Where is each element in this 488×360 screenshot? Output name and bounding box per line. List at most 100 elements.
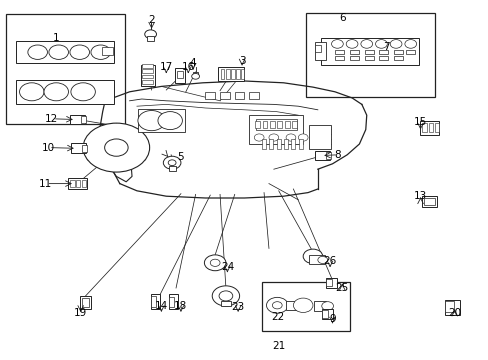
Bar [423,198,434,205]
Circle shape [298,134,307,141]
Bar [364,56,373,60]
Bar [81,116,85,123]
Bar [71,143,85,153]
Bar [325,279,331,286]
Circle shape [212,286,239,306]
Bar [444,300,459,315]
Bar [16,80,114,104]
Text: 14: 14 [154,301,168,311]
Bar [261,282,349,331]
Bar [262,139,265,149]
Circle shape [144,30,156,39]
Text: 7: 7 [382,42,389,52]
Text: 3: 3 [238,56,245,66]
Bar [218,67,243,81]
Circle shape [360,40,372,48]
Bar [322,310,327,318]
Bar [68,178,86,189]
Bar [325,278,336,288]
Circle shape [104,139,128,156]
Text: 17: 17 [159,62,173,72]
Bar [141,65,154,86]
Text: 20: 20 [447,308,460,318]
Bar [276,139,280,149]
Text: 8: 8 [333,150,340,160]
Circle shape [91,45,110,59]
Bar [205,92,215,99]
Circle shape [138,111,165,131]
Circle shape [375,40,386,48]
Bar [193,72,198,76]
Bar [393,50,402,54]
Bar [262,121,267,128]
Bar [220,301,231,306]
Bar [70,115,84,124]
Bar [349,50,358,54]
Bar [269,139,273,149]
Text: 5: 5 [177,152,184,162]
Bar [314,45,320,52]
Bar [81,180,86,187]
Circle shape [168,160,176,166]
Bar [176,71,183,78]
Circle shape [71,83,95,101]
Bar [102,47,113,55]
Bar [70,180,74,187]
Bar [277,121,282,128]
Bar [314,42,325,60]
Text: 23: 23 [231,302,244,312]
Bar [240,69,244,79]
Circle shape [83,123,149,172]
Circle shape [204,255,225,271]
Bar [314,301,326,311]
Text: 22: 22 [270,312,284,322]
Bar [81,298,89,307]
Bar [255,119,296,130]
Bar [305,13,434,97]
Bar [284,139,287,149]
Circle shape [254,134,264,141]
Circle shape [389,40,401,48]
Text: 11: 11 [38,179,52,189]
Circle shape [346,40,357,48]
Bar [142,69,153,73]
Circle shape [404,40,416,48]
Text: 19: 19 [74,308,87,318]
Bar [16,41,114,63]
Bar [230,69,234,79]
Circle shape [285,134,295,141]
Bar [270,121,275,128]
Bar [393,56,402,60]
Bar [234,92,244,99]
Bar [434,123,439,132]
Bar [291,139,295,149]
Bar [321,37,418,65]
Bar [322,309,332,319]
Bar [379,50,387,54]
Bar [168,294,178,309]
Circle shape [44,83,68,101]
Text: 1: 1 [53,33,60,43]
Bar [298,139,302,149]
Bar [220,69,224,79]
Bar [349,56,358,60]
Bar [291,121,296,128]
Bar [255,121,260,128]
Bar [421,196,436,207]
Text: 6: 6 [338,13,345,23]
Bar [80,296,91,309]
Bar [76,180,80,187]
Bar [422,123,426,132]
Text: 10: 10 [41,143,54,153]
Circle shape [163,156,181,169]
Bar [335,50,344,54]
Bar [174,68,185,83]
Circle shape [331,40,343,48]
Circle shape [268,134,278,141]
Bar [379,56,387,60]
Bar [150,294,160,309]
Bar [406,50,414,54]
Circle shape [191,73,199,79]
Text: 12: 12 [44,114,58,124]
Text: 2: 2 [148,15,155,25]
